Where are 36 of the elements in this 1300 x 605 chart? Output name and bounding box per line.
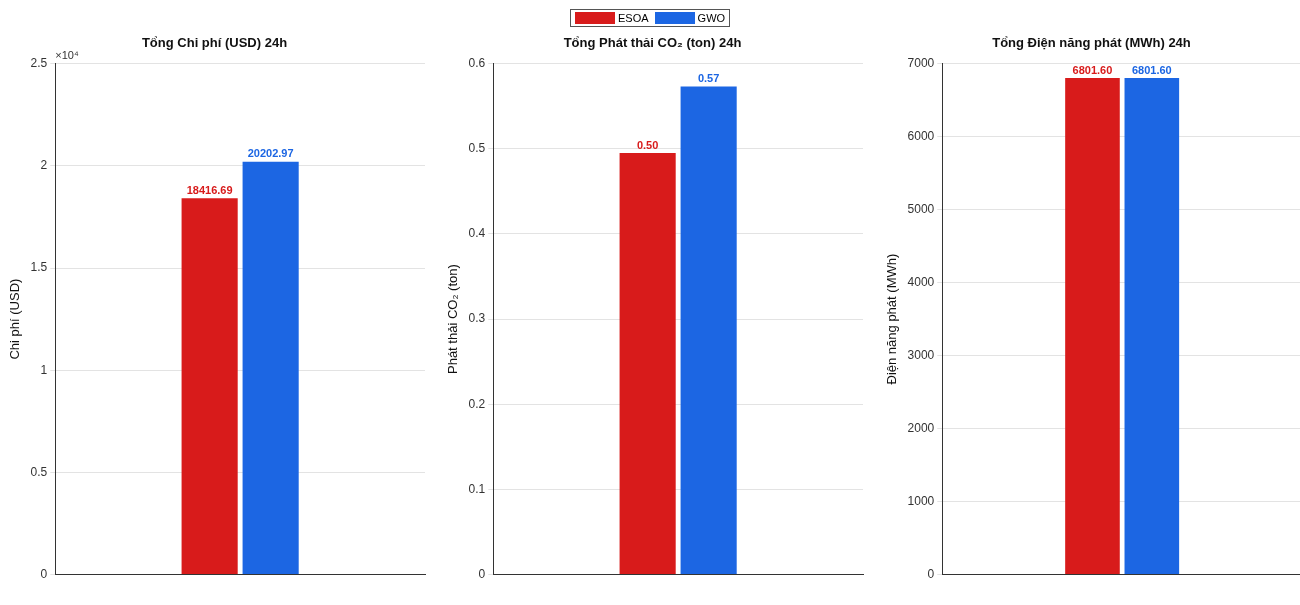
chart-title: Tổng Phát thải CO₂ (ton) 24h bbox=[563, 35, 742, 51]
y-tick-label: 0.6 bbox=[468, 55, 486, 70]
data-label: 6801.60 bbox=[1072, 63, 1113, 76]
y-axis-title: Điện năng phát (MWh) bbox=[884, 253, 900, 385]
y-tick-label: 0.5 bbox=[468, 141, 486, 156]
y-tick-label: 0.3 bbox=[468, 311, 486, 326]
annotation: 20202.97 bbox=[247, 147, 294, 160]
legend-label: GWO bbox=[697, 12, 726, 24]
y-tick-label: 0.1 bbox=[468, 481, 486, 496]
y-tick-label: 7000 bbox=[907, 55, 935, 70]
y-tick-label: 0.4 bbox=[468, 226, 486, 241]
y-tick-label: 0.2 bbox=[468, 396, 486, 411]
y-tick-label: 1000 bbox=[907, 493, 935, 508]
y-tick-label: 3000 bbox=[907, 347, 935, 362]
chart-title: Tổng Điện năng phát (MWh) 24h bbox=[992, 35, 1191, 51]
y-tick-label: 2000 bbox=[907, 420, 935, 435]
y-tick-label: 1 bbox=[40, 362, 48, 377]
y-tick-label: 2.5 bbox=[30, 55, 48, 70]
chart-title: Tổng Chi phí (USD) 24h bbox=[141, 35, 288, 51]
data-label: 0.50 bbox=[636, 138, 659, 151]
y-tick-label: 0.5 bbox=[30, 464, 48, 479]
data-label: 6801.60 bbox=[1131, 63, 1172, 76]
y-tick-label: 1.5 bbox=[30, 260, 48, 275]
annotation: 18416.69 bbox=[186, 183, 233, 196]
legend-label: ESOA bbox=[618, 12, 649, 24]
text: ×10⁴ bbox=[55, 49, 79, 62]
data-label: 0.57 bbox=[697, 72, 720, 85]
y-tick-label: 6000 bbox=[907, 128, 935, 143]
y-tick-label: 0 bbox=[40, 566, 48, 581]
y-axis-title: Phát thải CO₂ (ton) bbox=[445, 264, 461, 375]
y-tick-label: 4000 bbox=[907, 274, 935, 289]
y-axis-title: Chi phí (USD) bbox=[7, 278, 23, 360]
y-tick-label: 0 bbox=[927, 566, 935, 581]
y-tick-label: 2 bbox=[40, 158, 48, 173]
y-tick-label: 5000 bbox=[907, 201, 935, 216]
y-tick-label: 0 bbox=[478, 566, 486, 581]
